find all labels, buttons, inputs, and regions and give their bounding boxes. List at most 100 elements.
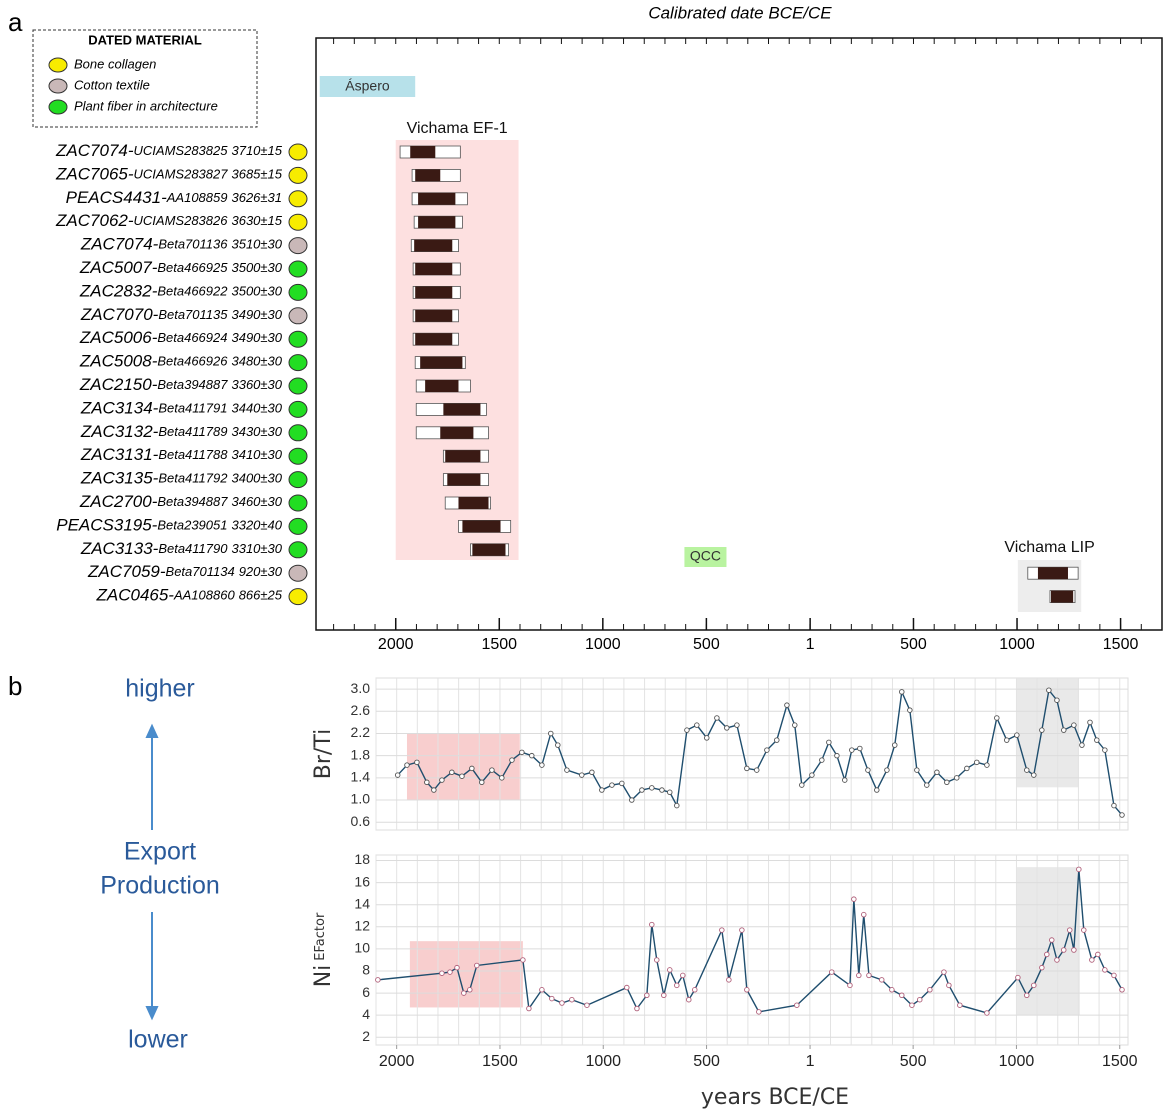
cal-core xyxy=(418,192,456,205)
point xyxy=(639,787,645,793)
sample-lab: UCIAMS283827 xyxy=(134,167,229,182)
y-tick-label: 2 xyxy=(362,1028,370,1044)
sample-label: ZAC7059-Beta701134 920±30 xyxy=(87,563,283,582)
point xyxy=(599,787,605,793)
point xyxy=(467,987,473,993)
sample-date: 3400±30 xyxy=(231,471,282,486)
legend-box xyxy=(32,29,258,128)
axis-frame xyxy=(315,37,1163,631)
point xyxy=(1031,772,1037,778)
point xyxy=(649,785,655,791)
point xyxy=(899,689,905,695)
cal-core xyxy=(420,356,463,369)
sample-date: 3490±30 xyxy=(231,307,282,322)
y-axis-label: Br/Ti xyxy=(311,729,336,779)
sample-lab: Beta466922 xyxy=(157,284,228,299)
point xyxy=(994,715,1000,721)
point xyxy=(414,759,420,766)
material-dot xyxy=(288,517,308,535)
point xyxy=(569,996,575,1003)
point xyxy=(1054,957,1060,963)
point xyxy=(564,767,570,773)
point xyxy=(549,995,555,1002)
point xyxy=(1111,802,1117,809)
sample-date: 3430±30 xyxy=(231,424,282,439)
sample-date: 3440±30 xyxy=(231,401,282,416)
arrows xyxy=(145,723,159,1021)
sample-label: ZAC7065-UCIAMS283827 3685±15 xyxy=(55,165,283,184)
point xyxy=(719,927,725,933)
sample-label: ZAC2832-Beta466922 3500±30 xyxy=(79,282,283,301)
sample-id: ZAC3132- xyxy=(80,422,159,441)
point xyxy=(674,982,680,989)
cal-core xyxy=(1037,567,1068,580)
point xyxy=(654,957,660,963)
series-line xyxy=(377,869,1123,1014)
period-band xyxy=(395,140,519,560)
material-dot xyxy=(288,424,308,442)
sample-lab: UCIAMS283825 xyxy=(134,143,229,158)
point xyxy=(1071,722,1077,728)
sample-lab: Beta394887 xyxy=(157,494,228,509)
point xyxy=(619,780,625,787)
material-dot xyxy=(288,237,308,255)
arrow-head xyxy=(145,1006,159,1021)
point xyxy=(914,767,920,773)
point xyxy=(704,735,710,741)
cal-core xyxy=(414,239,453,252)
material-dot xyxy=(288,564,308,582)
sample-lab: Beta701136 xyxy=(158,237,228,252)
y-tick-label: 3.0 xyxy=(351,680,371,696)
point xyxy=(957,1002,963,1008)
y-tick-label: 8 xyxy=(362,962,370,978)
point xyxy=(784,702,790,708)
material-dot xyxy=(288,283,308,301)
legend-swatch xyxy=(48,78,68,94)
point xyxy=(529,752,535,759)
point xyxy=(934,769,940,776)
point xyxy=(884,767,890,773)
sample-lab: Beta411791 xyxy=(158,401,227,416)
cal-core xyxy=(443,403,481,416)
point xyxy=(459,773,465,779)
point xyxy=(847,982,853,989)
sample-id: ZAC7074- xyxy=(55,141,134,160)
point xyxy=(865,767,871,773)
sample-lab: Beta411792 xyxy=(158,471,228,486)
chart-title: Calibrated date BCE/CE xyxy=(648,3,832,22)
point xyxy=(917,996,923,1003)
y-axis-label-sub: EFactor xyxy=(313,912,328,961)
y-tick-label: 1.4 xyxy=(351,769,371,785)
point xyxy=(1039,727,1045,733)
point xyxy=(404,762,410,768)
point xyxy=(984,762,990,768)
sample-date: 920±30 xyxy=(239,565,283,580)
y-tick-label: 18 xyxy=(354,851,370,867)
point xyxy=(539,987,545,993)
point xyxy=(479,779,485,786)
x-tick-label: 1000 xyxy=(999,636,1035,653)
sample-lab: Beta466926 xyxy=(157,354,228,369)
point xyxy=(659,787,665,793)
point xyxy=(927,987,933,993)
point xyxy=(1031,982,1037,989)
legend-label: Bone collagen xyxy=(74,56,156,71)
point xyxy=(744,765,750,772)
sample-lab: Beta411789 xyxy=(158,424,227,439)
point xyxy=(974,759,980,766)
side-label: lower xyxy=(128,1026,188,1054)
point xyxy=(686,996,692,1003)
period-band xyxy=(684,547,727,567)
point xyxy=(946,982,952,989)
sample-id: ZAC7065- xyxy=(55,165,134,184)
y-axis-label: Ni EFactor xyxy=(311,912,336,987)
point xyxy=(694,722,700,728)
point xyxy=(842,777,848,783)
point xyxy=(924,782,930,788)
point xyxy=(680,972,686,979)
point xyxy=(878,977,885,983)
sample-id: ZAC3131- xyxy=(80,446,159,465)
panel-label: b xyxy=(8,671,22,701)
sample-date: 866±25 xyxy=(239,588,283,603)
x-tick-label: 2000 xyxy=(379,1053,415,1070)
